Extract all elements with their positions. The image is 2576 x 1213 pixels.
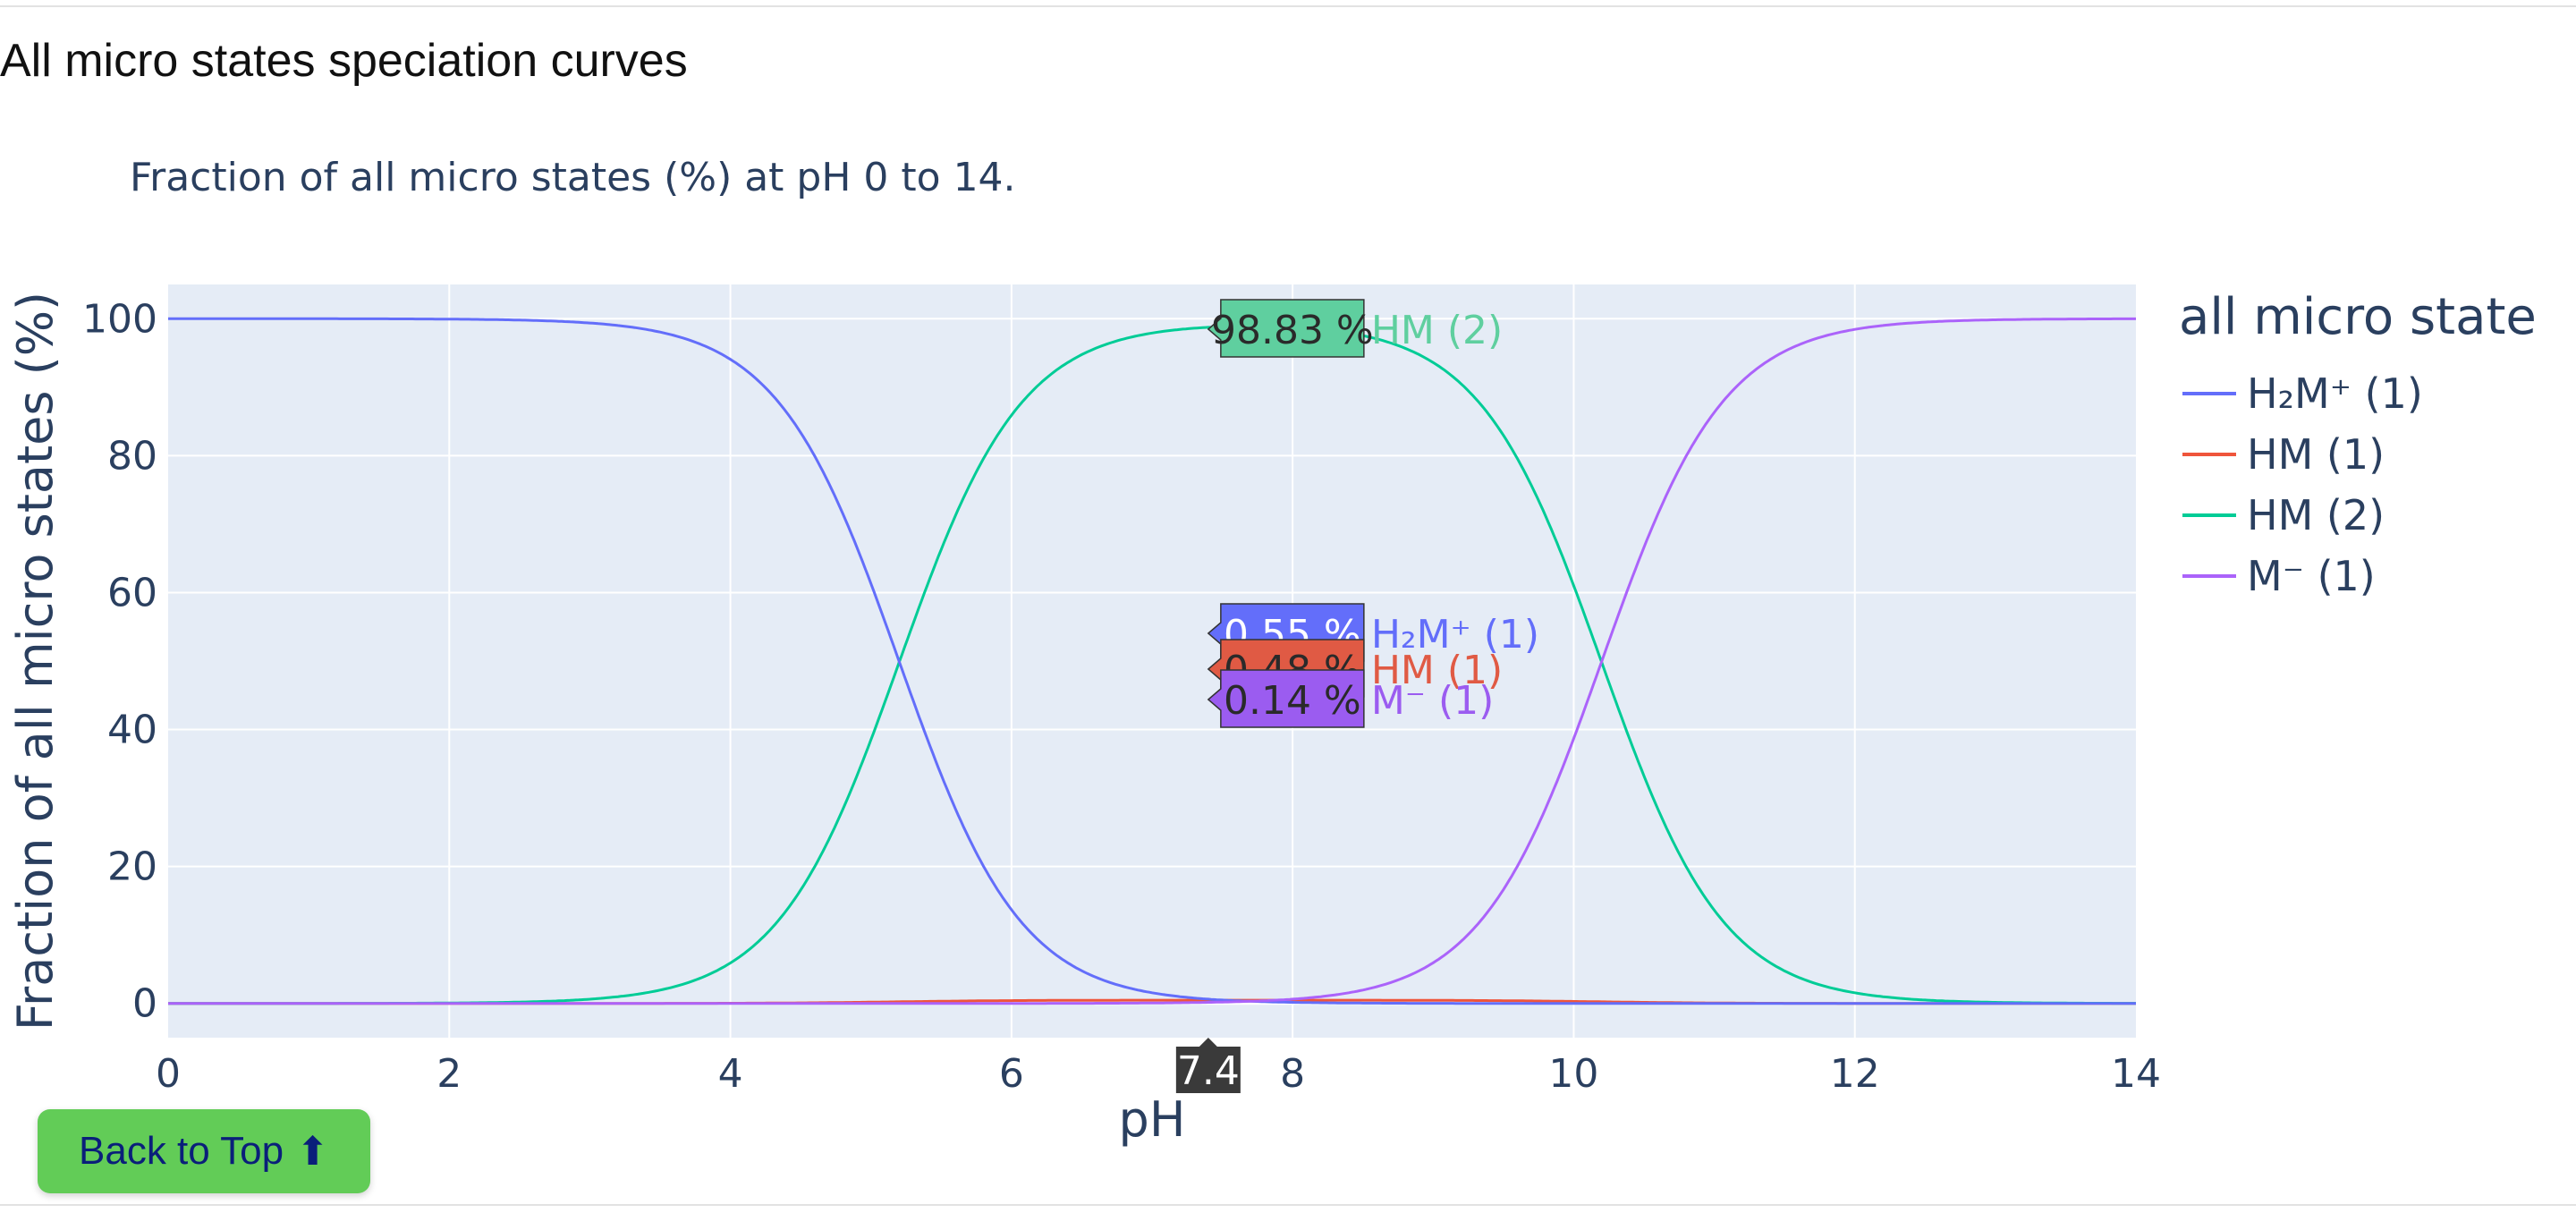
x-tick-label: 14 (2111, 1051, 2161, 1097)
y-tick-label: 0 (132, 981, 157, 1027)
hover-box (1207, 669, 1365, 728)
y-tick-label: 20 (107, 844, 157, 890)
chart-title: Fraction of all micro states (%) at pH 0… (130, 155, 1016, 200)
x-tick-label: 4 (718, 1051, 743, 1097)
series-line-M (168, 317, 2136, 1005)
hover-x-box (1175, 1038, 1241, 1093)
back-to-top-label: Back to Top (79, 1129, 284, 1173)
legend-item-label[interactable]: M⁻ (1) (2247, 552, 2376, 600)
x-tick-label: 8 (1280, 1051, 1305, 1097)
y-tick-label: 80 (107, 433, 157, 479)
series-line-H2M (168, 317, 2136, 1005)
hover-series-name: M⁻ (1) (1371, 678, 1495, 724)
y-tick-label: 60 (107, 570, 157, 615)
y-axis-label: Fraction of all micro states (%) (7, 292, 64, 1031)
x-axis-label: pH (1119, 1091, 1186, 1148)
back-to-top-button[interactable]: Back to Top ⬆ (38, 1109, 370, 1193)
speciation-chart[interactable]: Fraction of all micro states (%) at pH 0… (0, 152, 2576, 1172)
hover-labels: 98.83 %HM (2)0.55 %H₂M⁺ (1)0.48 %HM (1)0… (1175, 299, 1539, 1094)
hover-series-name: H₂M⁺ (1) (1371, 612, 1539, 657)
x-tick-label: 12 (1830, 1051, 1880, 1097)
x-tick-label: 2 (436, 1051, 462, 1097)
legend-title: all micro state (2179, 288, 2537, 346)
plot-area (168, 284, 2136, 1038)
x-tick-label: 10 (1548, 1051, 1598, 1097)
x-axis-ticks: 0 2 4 6 8 10 12 14 (156, 1051, 2161, 1097)
legend-item-label[interactable]: H₂M⁺ (1) (2247, 369, 2423, 418)
up-arrow-icon: ⬆ (296, 1129, 329, 1174)
x-tick-label: 0 (156, 1051, 181, 1097)
hover-x-value: 7.4 (1177, 1048, 1240, 1094)
y-tick-label: 40 (107, 708, 157, 753)
hover-x-label: 7.4 (1175, 1038, 1241, 1094)
top-divider (0, 5, 2576, 7)
hover-value: 98.83 % (1211, 308, 1374, 353)
hover-value: 0.14 % (1224, 678, 1361, 724)
hover-box (1207, 299, 1365, 358)
y-axis-ticks: 0 20 40 60 80 100 (82, 296, 157, 1026)
bottom-divider (0, 1204, 2576, 1206)
legend[interactable]: all micro state H₂M⁺ (1) HM (1) HM (2) M⁻ (… (2179, 288, 2537, 600)
section-title: All micro states speciation curves (0, 35, 688, 87)
x-tick-label: 6 (999, 1051, 1024, 1097)
hover-label-HM2: 98.83 %HM (2) (1207, 299, 1503, 358)
y-tick-label: 100 (82, 296, 157, 342)
hover-series-name: HM (1) (1371, 648, 1503, 693)
legend-item-label[interactable]: HM (1) (2247, 430, 2385, 479)
hover-label-M: 0.14 % M⁻ (1) (1207, 669, 1495, 728)
hover-series-name: HM (2) (1371, 308, 1503, 353)
series-lines (168, 317, 2136, 1005)
legend-item-label[interactable]: HM (2) (2247, 491, 2385, 539)
